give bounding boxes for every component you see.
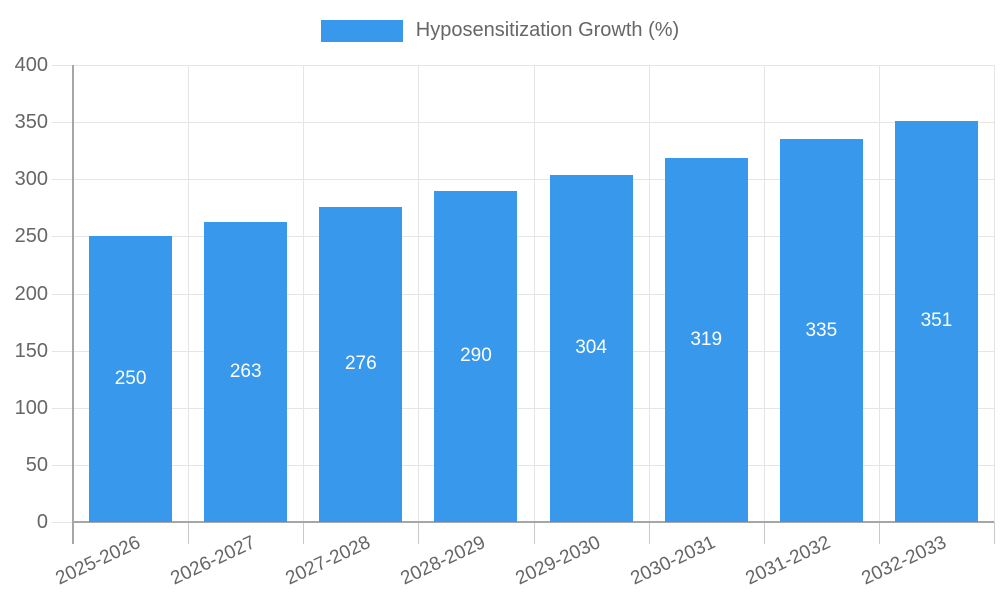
y-axis-tick-label: 200 — [14, 282, 48, 305]
x-tick — [878, 522, 880, 544]
y-gridline — [52, 122, 994, 124]
y-axis-tick-label: 350 — [14, 111, 48, 134]
x-axis-tick-label: 2027-2028 — [282, 532, 374, 590]
x-axis-tick-label: 2032-2033 — [858, 532, 950, 590]
bar-value-label: 335 — [805, 319, 838, 341]
y-axis-tick-label: 50 — [25, 453, 48, 476]
y-gridline — [52, 464, 994, 466]
bar[interactable] — [434, 190, 518, 522]
x-tick — [648, 522, 650, 544]
legend-swatch[interactable] — [320, 19, 403, 42]
y-axis-tick-label: 100 — [14, 396, 48, 419]
chart-legend[interactable]: Hyposensitization Growth (%) — [0, 19, 1000, 42]
bar[interactable] — [549, 174, 633, 522]
y-tick — [52, 522, 73, 523]
bar-value-label: 351 — [920, 310, 953, 332]
y-gridline — [52, 65, 994, 66]
y-gridline — [52, 407, 994, 409]
x-gridline — [648, 65, 650, 522]
bar[interactable] — [664, 157, 748, 522]
x-axis-tick-label: 2031-2032 — [742, 532, 835, 590]
bar-value-label: 250 — [114, 368, 147, 390]
legend-label[interactable]: Hyposensitization Growth (%) — [415, 19, 680, 41]
bar[interactable] — [204, 221, 288, 522]
bar-value-label: 276 — [344, 353, 377, 375]
y-axis-tick-label: 0 — [36, 511, 48, 533]
bar-value-label: 319 — [690, 328, 723, 350]
bar[interactable] — [319, 206, 403, 522]
x-axis-tick-label: 2028-2029 — [397, 532, 489, 590]
x-tick — [994, 522, 995, 544]
x-tick — [763, 522, 765, 544]
x-gridline — [533, 65, 535, 522]
x-tick — [533, 522, 535, 544]
bar[interactable] — [894, 120, 978, 522]
x-gridline — [994, 65, 995, 522]
bar-value-label: 304 — [575, 337, 607, 359]
y-gridline — [52, 350, 994, 352]
bar-value-label: 290 — [460, 345, 492, 367]
x-axis-line — [72, 521, 994, 523]
x-tick — [188, 522, 190, 544]
y-axis-line — [72, 65, 74, 544]
x-tick — [418, 522, 420, 544]
x-axis-tick-label: 2029-2030 — [512, 532, 604, 590]
x-gridline — [418, 65, 420, 522]
x-axis-tick-label: 2026-2027 — [167, 532, 259, 590]
y-axis-tick-label: 300 — [14, 168, 48, 191]
x-axis-tick-label: 2030-2031 — [627, 532, 720, 590]
x-gridline — [763, 65, 765, 522]
y-axis-tick-label: 150 — [14, 339, 48, 362]
x-axis-tick-label: 2025-2026 — [52, 532, 144, 590]
x-tick — [303, 522, 305, 544]
y-axis-tick-label: 250 — [14, 225, 48, 248]
x-gridline — [188, 65, 190, 522]
y-gridline — [52, 236, 994, 238]
y-gridline — [52, 179, 994, 181]
bar[interactable] — [779, 139, 863, 522]
y-gridline — [52, 293, 994, 295]
x-gridline — [303, 65, 305, 522]
x-gridline — [878, 65, 880, 522]
bar-value-label: 263 — [229, 360, 262, 382]
bar[interactable] — [89, 236, 173, 522]
y-axis-tick-label: 400 — [14, 54, 48, 76]
